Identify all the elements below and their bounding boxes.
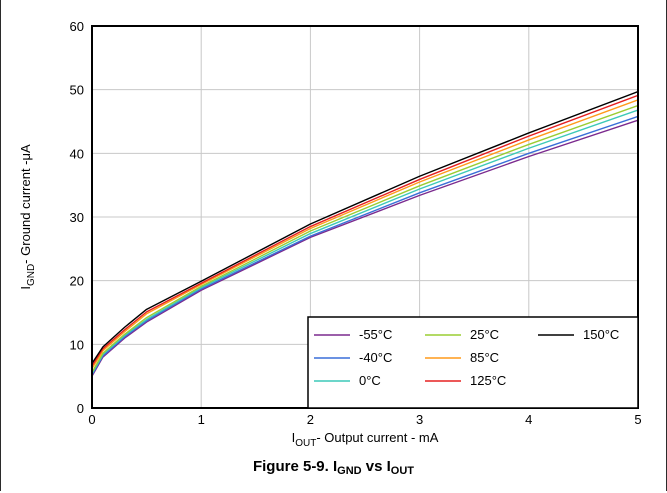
series-line	[91, 119, 639, 377]
legend-label: 150°C	[583, 327, 619, 342]
y-tick-label: 60	[70, 19, 84, 34]
y-tick-label: 20	[70, 274, 84, 289]
series-line	[91, 115, 639, 376]
series-line	[91, 94, 639, 367]
y-tick-label: 30	[70, 210, 84, 225]
y-tick-label: 40	[70, 146, 84, 161]
x-tick-label: 4	[525, 412, 532, 427]
x-axis-label: IOUT- Output current - mA	[292, 430, 439, 449]
figure-caption: Figure 5-9. IGND vs IOUT	[252, 458, 415, 477]
x-tick-label: 3	[416, 412, 423, 427]
x-tick-label: 0	[88, 412, 95, 427]
series-line	[91, 104, 639, 373]
legend-label: 85°C	[470, 350, 499, 365]
legend-label: -55°C	[359, 327, 392, 342]
x-tick-label: 5	[634, 412, 641, 427]
series-line	[91, 99, 639, 369]
series-line	[91, 109, 639, 374]
y-tick-label: 50	[70, 83, 84, 98]
y-axis-label: IGND- Ground current -μA	[18, 144, 37, 290]
legend-label: -40°C	[359, 350, 392, 365]
x-tick-label: 2	[307, 412, 314, 427]
series-lines	[91, 90, 639, 377]
y-tick-label: 10	[70, 337, 84, 352]
x-tick-label: 1	[198, 412, 205, 427]
legend: -55°C -40°C 0°C 25°C 85°C 125°C 150°C	[307, 316, 639, 409]
legend-label: 0°C	[359, 373, 381, 388]
legend-label: 125°C	[470, 373, 506, 388]
legend-label: 25°C	[470, 327, 499, 342]
y-tick-label: 0	[77, 401, 84, 416]
legend-box	[307, 316, 639, 409]
series-line	[91, 90, 639, 364]
